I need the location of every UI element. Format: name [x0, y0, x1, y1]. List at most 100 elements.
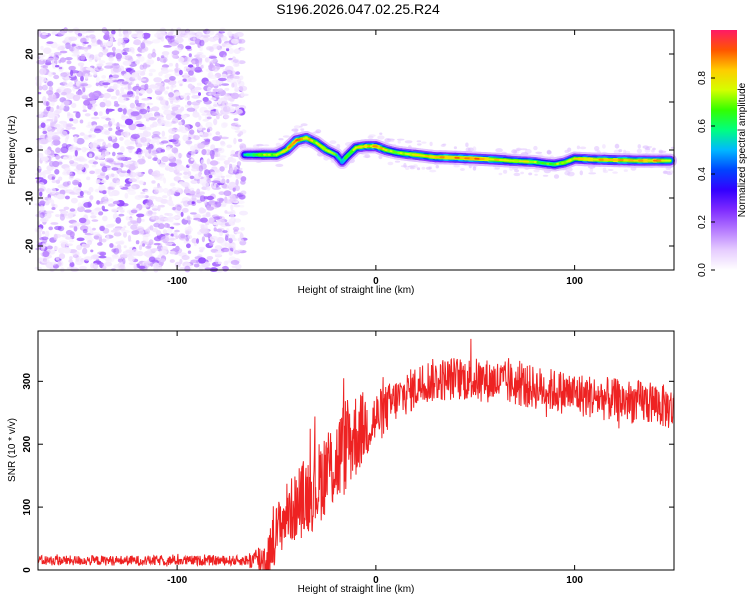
- noise-blob: [180, 114, 187, 119]
- noise-blob: [98, 51, 104, 58]
- figure-title: S196.2026.047.02.25.R24: [276, 1, 440, 17]
- noise-blob: [200, 217, 208, 223]
- noise-blob: [196, 179, 201, 184]
- noise-blob: [84, 147, 89, 151]
- noise-blob: [105, 157, 115, 163]
- noise-blob: [187, 83, 193, 89]
- noise-blob: [93, 154, 102, 160]
- noise-blob: [169, 182, 176, 187]
- noise-blob: [180, 211, 184, 217]
- noise-blob: [397, 139, 401, 144]
- noise-blob: [217, 147, 225, 154]
- noise-blob: [542, 174, 549, 177]
- noise-blob: [233, 204, 241, 208]
- noise-blob: [77, 202, 82, 208]
- noise-blob: [98, 184, 106, 192]
- colorbar-ticks: 0.0 0.2 0.4 0.6 0.8: [697, 71, 715, 277]
- noise-blob: [139, 180, 144, 185]
- noise-blob: [168, 216, 174, 223]
- noise-blob: [163, 104, 171, 109]
- snr-panel: -100 0 100 0 100 200 300 Height of straight l…: [7, 330, 675, 595]
- noise-blob: [88, 34, 96, 39]
- noise-blob: [160, 149, 165, 153]
- noise-blob: [163, 45, 172, 48]
- noise-blob: [213, 227, 217, 232]
- noise-blob: [82, 190, 89, 194]
- noise-blob: [106, 88, 115, 93]
- noise-blob: [136, 70, 142, 74]
- noise-blob: [191, 149, 196, 157]
- noise-blob: [62, 80, 67, 85]
- noise-blob: [52, 139, 61, 146]
- noise-blob: [263, 144, 270, 147]
- noise-blob: [73, 186, 81, 193]
- noise-blob: [150, 216, 155, 220]
- noise-blob: [196, 238, 199, 244]
- noise-blob: [405, 166, 410, 171]
- noise-blob: [115, 229, 120, 234]
- noise-blob: [139, 252, 147, 256]
- noise-blob: [63, 247, 71, 254]
- noise-blob: [178, 233, 186, 240]
- noise-blob: [171, 186, 177, 192]
- colorbar: 0.0 0.2 0.4 0.6 0.8 Normalized spectral ampl…: [697, 30, 748, 277]
- noise-blob: [101, 205, 106, 211]
- noise-blob: [623, 149, 627, 155]
- noise-blob: [153, 77, 162, 83]
- noise-blob: [152, 173, 161, 178]
- noise-blob: [170, 233, 174, 237]
- noise-blob: [77, 46, 86, 50]
- noise-blob: [167, 31, 174, 37]
- noise-blob: [134, 106, 142, 110]
- noise-blob: [206, 158, 211, 165]
- noise-blob: [72, 118, 79, 124]
- noise-blob: [618, 149, 623, 153]
- noise-blob: [203, 100, 212, 105]
- noise-blob: [206, 116, 212, 120]
- noise-blob: [223, 105, 231, 113]
- noise-blob: [200, 208, 207, 214]
- noise-blob: [76, 137, 85, 145]
- noise-blob: [135, 59, 140, 65]
- noise-blob: [189, 42, 196, 45]
- noise-blob: [121, 114, 125, 118]
- noise-blob: [116, 208, 126, 212]
- noise-blob: [40, 122, 46, 128]
- noise-blob: [162, 195, 168, 199]
- noise-blob: [88, 153, 93, 158]
- noise-blob: [124, 192, 129, 199]
- noise-blob: [230, 260, 240, 265]
- noise-blob: [135, 240, 140, 245]
- noise-blob: [58, 66, 63, 70]
- noise-blob: [124, 183, 131, 187]
- noise-blob: [188, 53, 192, 58]
- noise-blob: [70, 70, 80, 74]
- noise-blob: [223, 93, 231, 100]
- noise-blob: [42, 96, 47, 103]
- noise-blob: [109, 118, 116, 124]
- noise-blob: [43, 243, 51, 247]
- snr-xlabel: Height of straight line (km): [298, 584, 415, 595]
- noise-blob: [60, 130, 68, 137]
- noise-blob: [528, 172, 533, 176]
- noise-blob: [164, 212, 170, 216]
- noise-blob: [105, 175, 109, 180]
- noise-blob: [66, 170, 73, 176]
- x-tick-label: 0: [373, 276, 379, 287]
- noise-blob: [44, 230, 50, 238]
- noise-blob: [53, 52, 62, 56]
- noise-blob: [185, 230, 190, 236]
- noise-blob: [159, 85, 166, 92]
- noise-blob: [131, 72, 139, 78]
- noise-blob: [175, 96, 180, 101]
- noise-blob: [110, 95, 118, 100]
- noise-blob: [101, 238, 107, 243]
- noise-blob: [235, 179, 239, 186]
- noise-blob: [53, 246, 59, 251]
- noise-blob: [128, 123, 137, 131]
- noise-blob: [120, 86, 125, 94]
- noise-blob: [166, 86, 170, 90]
- noise-blob: [188, 163, 193, 167]
- noise-blob: [234, 231, 243, 234]
- noise-blob: [122, 60, 132, 66]
